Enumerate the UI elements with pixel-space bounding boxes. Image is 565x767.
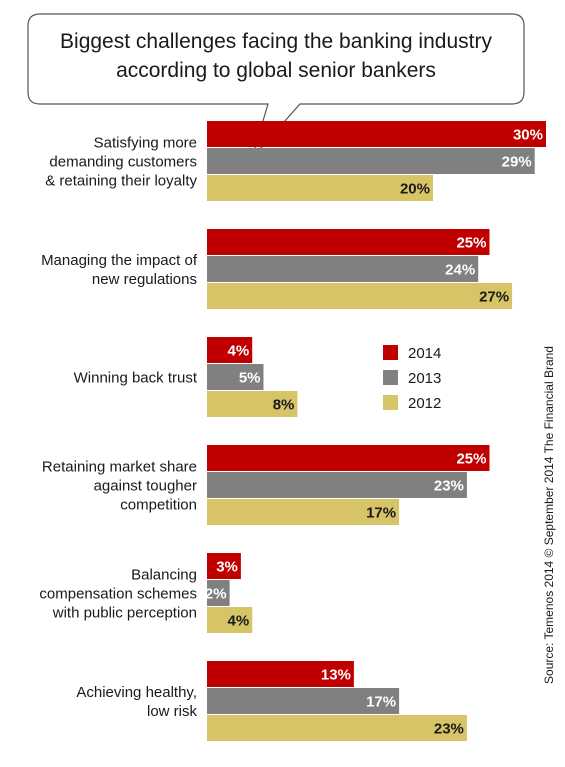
legend-swatch [383, 370, 398, 385]
value-label: 3% [216, 559, 238, 576]
category-label: against tougher [94, 478, 197, 495]
legend-swatch [383, 395, 398, 410]
category-label: Achieving healthy, [76, 684, 197, 701]
bar-2014 [207, 121, 546, 147]
value-label: 23% [434, 721, 464, 738]
category-label: Satisfying more [94, 135, 197, 152]
value-label: 24% [445, 262, 475, 279]
category-label: Managing the impact of [41, 252, 198, 269]
chart-title-bubble: Biggest challenges facing the banking in… [27, 13, 525, 159]
category-label: Balancing [131, 567, 197, 584]
category-label: competition [120, 497, 197, 514]
bar-2012 [207, 715, 467, 741]
value-label: 2% [205, 586, 227, 603]
value-label: 8% [273, 397, 295, 414]
bar-2012 [207, 499, 400, 525]
bar-2012 [207, 607, 253, 633]
bar-2012 [207, 175, 433, 201]
category-label: compensation schemes [39, 586, 197, 603]
value-label: 25% [456, 235, 486, 252]
value-label: 4% [228, 613, 250, 630]
category-label: low risk [147, 703, 198, 720]
value-label: 29% [502, 154, 532, 171]
bar-2014 [207, 229, 490, 255]
bar-2012 [207, 391, 298, 417]
bar-2013 [207, 256, 479, 282]
bars: 30% 29% 20% Satisfying more demanding custom… [39, 121, 546, 741]
value-label: 4% [228, 343, 250, 360]
legend-label: 2014 [408, 345, 441, 362]
bar-2013 [207, 364, 264, 390]
bar-2012 [207, 283, 513, 309]
bar-2013 [207, 472, 467, 498]
value-label: 25% [456, 451, 486, 468]
category-label: new regulations [92, 271, 197, 288]
value-label: 20% [400, 181, 430, 198]
chart-title-line: Biggest challenges facing the banking in… [60, 30, 492, 53]
bar-2013 [207, 688, 400, 714]
value-label: 5% [239, 370, 261, 387]
bar-2014 [207, 445, 490, 471]
value-label: 23% [434, 478, 464, 495]
legend-swatch [383, 345, 398, 360]
category-label: Retaining market share [42, 459, 197, 476]
source-note: Source: Temenos 2014 © September 2014 Th… [542, 346, 556, 684]
bar-2014 [207, 661, 354, 687]
category-label: & retaining their loyalty [45, 173, 197, 190]
bar-2014 [207, 553, 241, 579]
value-label: 27% [479, 289, 509, 306]
value-label: 17% [366, 505, 396, 522]
value-label: 17% [366, 694, 396, 711]
value-label: 30% [513, 127, 543, 144]
legend-label: 2012 [408, 395, 441, 412]
category-label: Winning back trust [74, 370, 198, 387]
chart-title-line: according to global senior bankers [116, 59, 436, 82]
bar-2013 [207, 580, 230, 606]
category-label: demanding customers [49, 154, 197, 171]
value-label: 13% [321, 667, 351, 684]
category-label: with public perception [52, 605, 197, 622]
legend: 2014 2013 2012 [383, 345, 441, 412]
legend-label: 2013 [408, 370, 441, 387]
bar-2014 [207, 337, 253, 363]
bar-2013 [207, 148, 535, 174]
